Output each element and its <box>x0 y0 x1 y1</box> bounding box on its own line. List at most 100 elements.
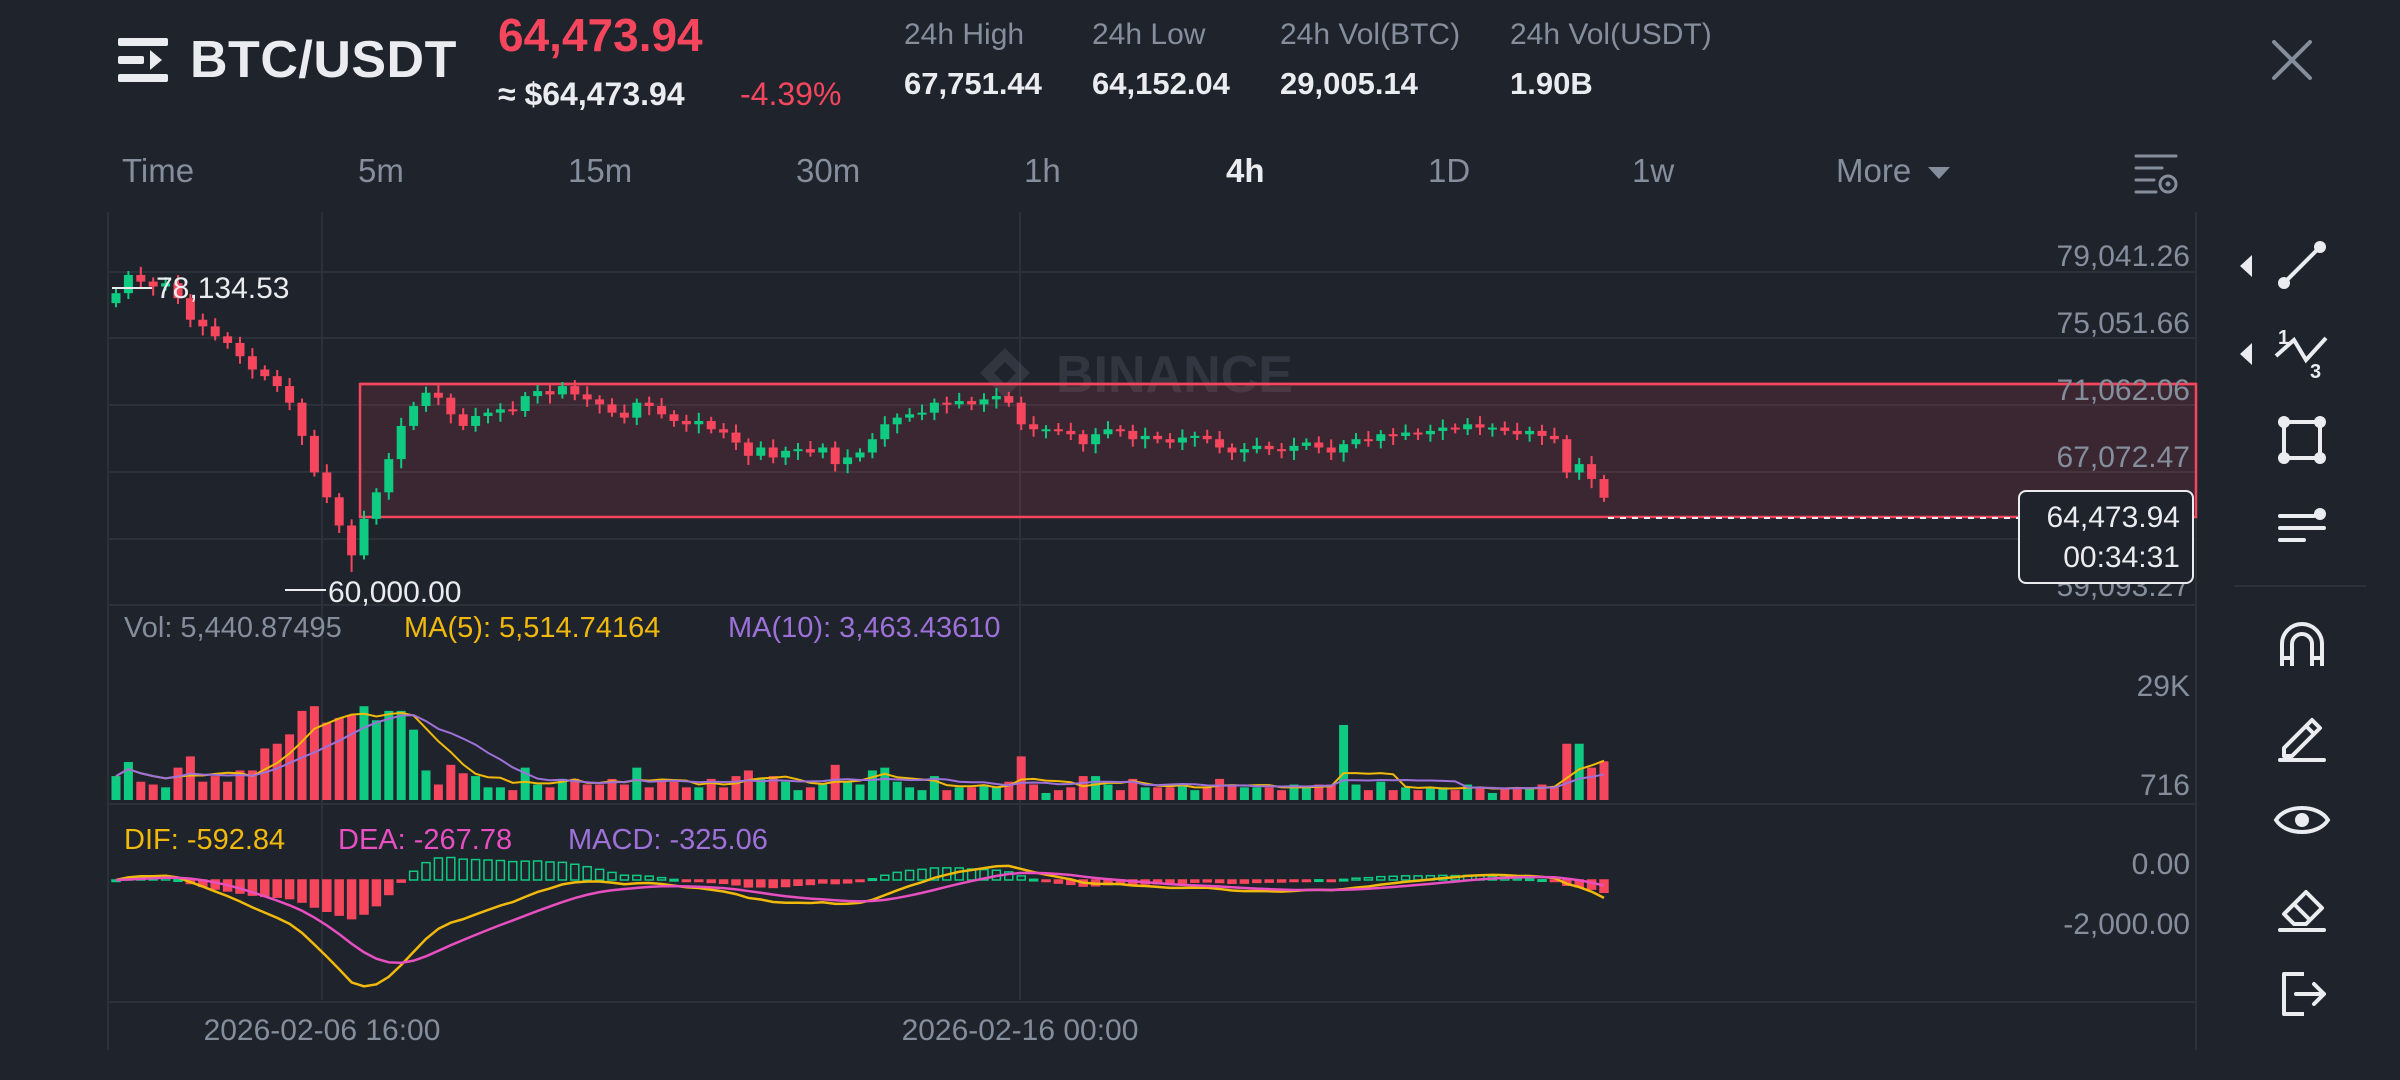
candle-body <box>743 442 753 456</box>
volume-bar <box>743 770 753 800</box>
candle-body <box>235 342 245 357</box>
expand-tool-arrow-icon[interactable] <box>2238 343 2254 370</box>
candle-body <box>669 414 679 421</box>
macd-histogram-bar <box>1252 879 1262 884</box>
chart-settings-icon[interactable] <box>2132 150 2180 198</box>
volume-legend: Vol: 5,440.87495 <box>124 612 342 644</box>
volume-bar <box>1376 781 1386 800</box>
volume-bar <box>731 776 741 800</box>
macd-histogram-bar <box>743 879 754 888</box>
volume-bar <box>1587 767 1597 800</box>
candle-body <box>867 439 877 453</box>
pencil-icon[interactable] <box>2270 702 2334 766</box>
macd-histogram-bar <box>1239 879 1250 884</box>
stat-label-24h-high: 24h High <box>904 18 1025 51</box>
candle-body <box>471 415 481 426</box>
candle-countdown: 00:34:31 <box>2063 541 2180 574</box>
candle-body <box>1239 449 1249 453</box>
menu-icon[interactable] <box>118 36 168 84</box>
volume-bar <box>929 776 939 800</box>
macd-histogram-bar <box>706 879 716 884</box>
volume-bar <box>1401 787 1411 800</box>
tab-1w[interactable]: 1w <box>1632 152 1675 189</box>
candle-body <box>1078 434 1088 445</box>
macd-histogram-bar <box>1537 879 1547 883</box>
candle-body <box>210 326 220 337</box>
volume-bar <box>458 773 468 800</box>
macd-histogram-bar <box>867 878 878 882</box>
volume-bar <box>1351 784 1361 800</box>
tab-1h[interactable]: 1h <box>1024 152 1061 189</box>
eraser-icon[interactable] <box>2270 874 2334 938</box>
candle-body <box>111 293 121 304</box>
macd-histogram-bar <box>718 879 729 885</box>
candle-body <box>917 412 927 415</box>
tab-15m[interactable]: 15m <box>568 152 633 189</box>
close-icon[interactable] <box>2268 36 2316 84</box>
tab-5m[interactable]: 5m <box>358 152 404 189</box>
macd-histogram-bar <box>483 859 493 881</box>
macd-histogram-bar <box>545 861 555 881</box>
candle-body <box>1301 442 1311 446</box>
volume-bar <box>991 787 1001 800</box>
magnet-icon[interactable] <box>2270 614 2334 678</box>
volume-bar <box>247 770 257 800</box>
expand-tool-arrow-icon[interactable] <box>2238 255 2254 282</box>
candle-body <box>1115 429 1125 432</box>
candle-body <box>1363 439 1373 442</box>
tab-30m[interactable]: 30m <box>796 152 861 189</box>
candle-body <box>805 449 815 453</box>
stat-value-24h-vol-usdt: 1.90B <box>1510 66 1593 101</box>
volume-bar <box>1227 784 1237 800</box>
volume-bar <box>1252 787 1262 800</box>
volume-bar <box>495 787 505 800</box>
candle-body <box>396 425 406 460</box>
tab-time[interactable]: Time <box>122 152 195 189</box>
candle-body <box>1388 434 1398 437</box>
tab-more[interactable]: More <box>1836 152 1951 190</box>
trend-line-tool-icon[interactable] <box>2270 233 2334 297</box>
tab-4h[interactable]: 4h <box>1226 152 1265 189</box>
candle-body <box>1091 434 1101 445</box>
macd-histogram-bar <box>322 879 332 913</box>
macd-histogram-bar <box>793 879 803 886</box>
macd-histogram-bar <box>1599 879 1609 894</box>
candle-body <box>570 386 580 395</box>
candle-body <box>967 401 977 405</box>
macd-histogram-bar <box>371 879 382 907</box>
shape-tool-icon[interactable] <box>2270 408 2334 472</box>
candle-body <box>371 492 381 519</box>
current-price-tag[interactable]: 64,473.94 00:34:31 <box>2018 490 2194 584</box>
candle-body <box>1066 430 1076 435</box>
stat-value-24h-high: 67,751.44 <box>904 66 1042 101</box>
candle-body <box>433 392 443 398</box>
tab-1d[interactable]: 1D <box>1428 152 1471 189</box>
last-price: 64,473.94 <box>498 9 703 61</box>
candle-body <box>495 409 505 413</box>
candle-body <box>1500 427 1510 431</box>
volume-bar <box>1066 787 1076 800</box>
candle-body <box>1475 424 1485 428</box>
candle-body <box>979 399 989 405</box>
macd-histogram-bar <box>1400 875 1411 881</box>
volume-bar <box>1153 787 1163 800</box>
volume-bar <box>545 787 555 800</box>
candle-body <box>359 518 369 556</box>
fibonacci-tool-icon[interactable]: 1 3 <box>2270 320 2334 384</box>
eye-icon[interactable] <box>2270 788 2334 852</box>
macd-histogram-bar <box>272 879 282 898</box>
macd-histogram-bar <box>309 879 320 908</box>
volume-ma5-legend: MA(5): 5,514.74164 <box>404 612 661 644</box>
macd-histogram-bar <box>1388 875 1398 881</box>
macd-histogram-bar <box>1301 879 1312 883</box>
macd-histogram-bar <box>557 861 568 881</box>
macd-histogram-bar <box>731 879 741 886</box>
low-price-label: 60,000.00 <box>328 576 461 609</box>
candle-body <box>136 274 146 282</box>
volume-bar <box>1525 787 1535 800</box>
pair-title[interactable]: BTC/USDT <box>190 31 457 89</box>
horizontal-lines-tool-icon[interactable] <box>2270 496 2334 560</box>
candle-body <box>1153 435 1163 440</box>
exit-drawing-icon[interactable] <box>2270 962 2334 1026</box>
